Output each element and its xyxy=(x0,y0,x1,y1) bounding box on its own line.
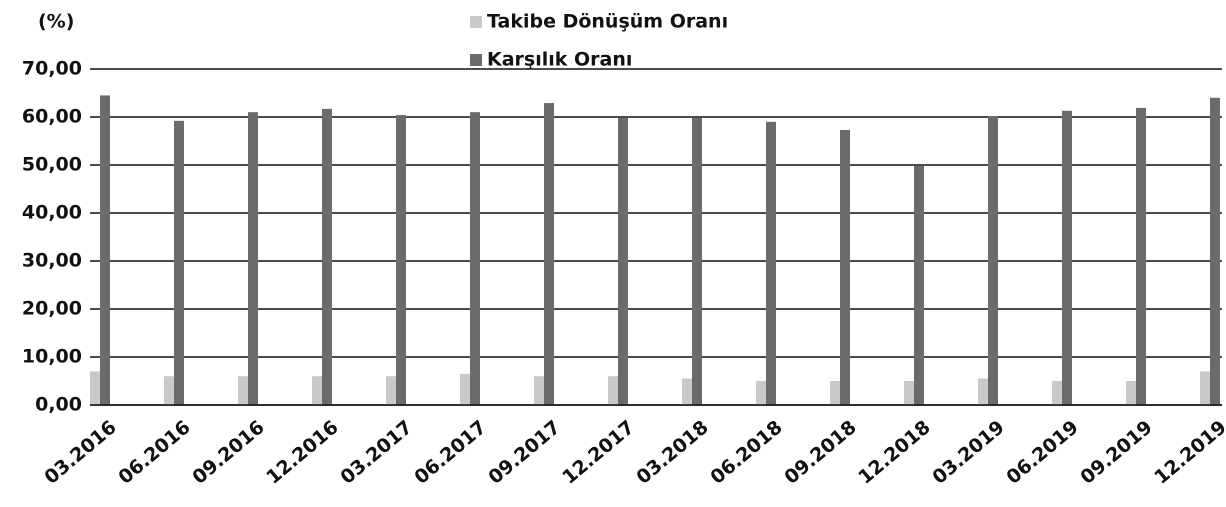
x-tick-label: 09.2018 xyxy=(780,416,860,488)
x-tick-label: 09.2016 xyxy=(188,416,268,488)
legend-swatch xyxy=(470,16,482,28)
bar xyxy=(238,376,248,405)
x-tick-label: 12.2017 xyxy=(558,416,638,488)
x-tick-label: 03.2019 xyxy=(928,416,1008,488)
legend-label: Takibe Dönüşüm Oranı xyxy=(487,11,728,33)
bar xyxy=(164,376,174,405)
y-tick-label: 40,00 xyxy=(22,202,82,224)
x-tick-label: 09.2019 xyxy=(1076,416,1156,488)
bar xyxy=(386,376,396,405)
bar xyxy=(840,129,850,405)
bar xyxy=(914,165,924,405)
bar xyxy=(322,108,332,405)
x-tick-label: 06.2017 xyxy=(410,416,490,488)
y-axis-label: (%) xyxy=(38,11,74,33)
bar xyxy=(544,103,554,405)
x-tick-label: 03.2017 xyxy=(336,416,416,488)
bar xyxy=(100,95,110,406)
bar xyxy=(608,376,618,405)
x-tick-label: 03.2016 xyxy=(40,416,120,488)
bar xyxy=(174,120,184,405)
bar xyxy=(1200,371,1210,405)
bar xyxy=(1052,381,1062,405)
y-tick-label: 30,00 xyxy=(22,250,82,272)
y-tick-label: 60,00 xyxy=(22,106,82,128)
bar xyxy=(988,116,998,405)
y-tick-label: 10,00 xyxy=(22,346,82,368)
x-tick-label: 09.2017 xyxy=(484,416,564,488)
bar xyxy=(460,373,470,405)
bar xyxy=(470,112,480,405)
bar xyxy=(618,117,628,406)
x-tick-label: 12.2018 xyxy=(854,416,934,488)
bar xyxy=(1062,110,1072,405)
bar xyxy=(830,381,840,405)
bar xyxy=(1210,97,1220,406)
x-tick-label: 12.2019 xyxy=(1150,416,1226,488)
x-tick-label: 06.2016 xyxy=(114,416,194,488)
x-tick-label: 12.2016 xyxy=(262,416,342,488)
x-tick-label: 06.2019 xyxy=(1002,416,1082,488)
bar xyxy=(756,381,766,405)
bar xyxy=(1136,107,1146,405)
bar xyxy=(904,381,914,405)
bar xyxy=(90,371,100,405)
y-tick-label: 0,00 xyxy=(35,394,82,416)
x-tick-label: 03.2018 xyxy=(632,416,712,488)
bar xyxy=(248,112,258,405)
bar xyxy=(766,121,776,406)
bar xyxy=(978,378,988,405)
bar xyxy=(682,378,692,405)
legend-label: Karşılık Oranı xyxy=(487,49,632,71)
y-tick-label: 50,00 xyxy=(22,154,82,176)
legend-swatch xyxy=(470,54,482,66)
y-tick-label: 70,00 xyxy=(22,58,82,80)
x-tick-label: 06.2018 xyxy=(706,416,786,488)
y-tick-label: 20,00 xyxy=(22,298,82,320)
bar xyxy=(534,376,544,405)
bar xyxy=(396,115,406,405)
bar xyxy=(312,376,322,405)
bar xyxy=(692,117,702,406)
bar xyxy=(1126,381,1136,405)
